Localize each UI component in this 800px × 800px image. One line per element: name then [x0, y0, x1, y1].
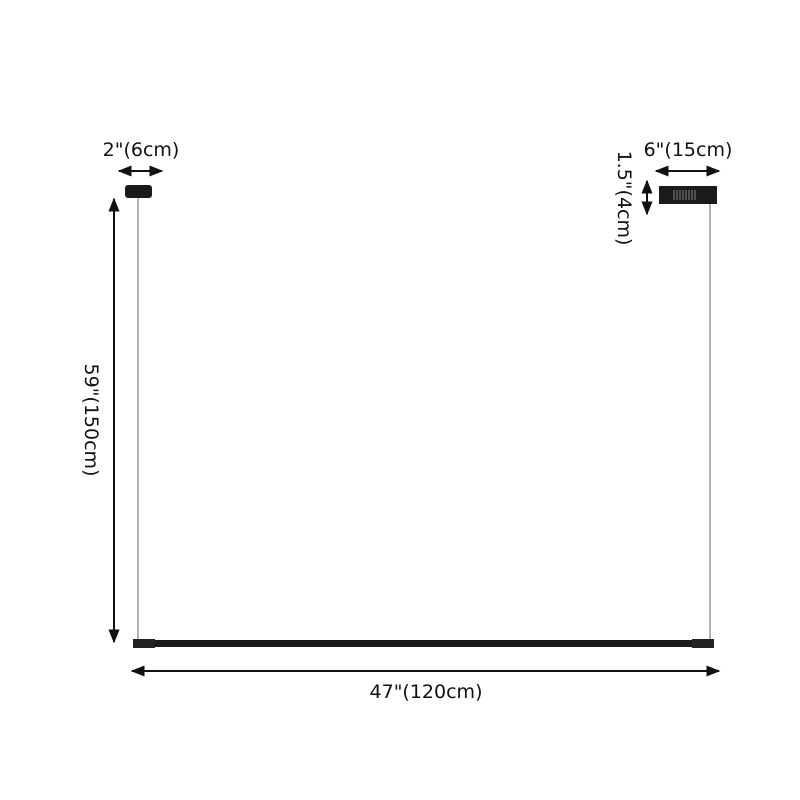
large-canopy [659, 186, 717, 204]
small-canopy [125, 185, 152, 198]
light-bar [133, 639, 714, 648]
large-canopy-width-label: 6"(15cm) [644, 139, 733, 161]
hanging-height-label: 59"(150cm) [80, 364, 102, 477]
bar-length-label: 47"(120cm) [370, 681, 483, 703]
small-canopy-width-label: 2"(6cm) [103, 139, 180, 161]
large-canopy-height-label: 1.5"(4cm) [613, 151, 635, 246]
